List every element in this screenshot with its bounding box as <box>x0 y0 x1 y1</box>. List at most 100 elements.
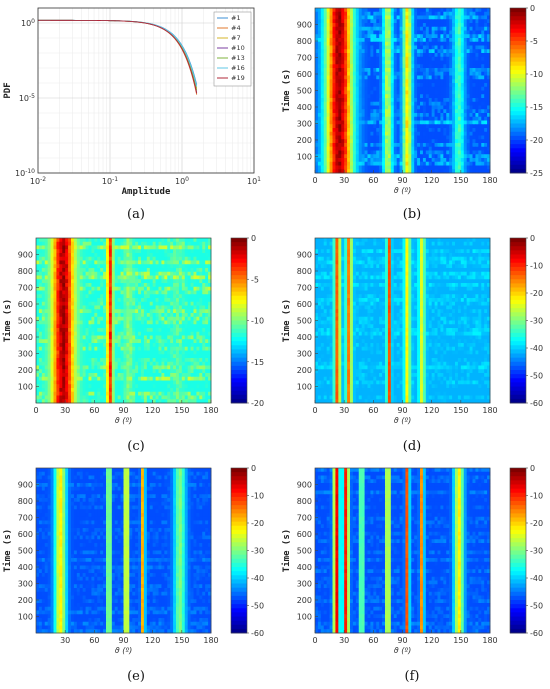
heatmap-cell <box>446 135 450 140</box>
heatmap-cell <box>190 290 194 295</box>
heatmap-cell <box>481 56 485 61</box>
heatmap-cell <box>114 320 119 325</box>
heatmap-cell <box>414 34 418 39</box>
heatmap-cell <box>161 320 165 325</box>
heatmap-cell <box>326 11 330 16</box>
heatmap-cell <box>425 86 430 91</box>
heatmap-cell <box>455 64 459 69</box>
heatmap-cell <box>379 109 383 114</box>
heatmap-cell <box>117 361 121 366</box>
heatmap-cell <box>396 139 400 144</box>
heatmap-cell <box>414 38 418 43</box>
colorbar-step <box>510 24 526 30</box>
heatmap-cell <box>91 343 95 348</box>
heatmap-cell <box>358 124 363 129</box>
heatmap-cell <box>367 75 371 80</box>
heatmap-cell <box>364 71 368 76</box>
heatmap-cell <box>425 146 430 151</box>
heatmap-cell <box>390 11 395 16</box>
heatmap-cell <box>463 83 468 88</box>
heatmap-cell <box>315 94 319 99</box>
heatmap-cell <box>463 128 468 133</box>
heatmap-cell <box>478 101 482 106</box>
heatmap-cell <box>323 101 328 106</box>
heatmap-cell <box>53 241 57 246</box>
heatmap-cell <box>431 98 435 103</box>
heatmap-cell <box>176 283 180 288</box>
heatmap-cell <box>158 358 162 363</box>
heatmap-cell <box>323 109 328 114</box>
heatmap-cell <box>405 113 409 118</box>
heatmap-cell <box>184 309 189 314</box>
heatmap-cell <box>320 116 325 121</box>
heatmap-cell <box>199 279 203 284</box>
heatmap-cell <box>399 94 403 99</box>
heatmap-cell <box>420 8 424 13</box>
heatmap-cell <box>135 365 139 370</box>
heatmap-cell <box>460 60 465 65</box>
heatmap-cell <box>472 120 476 125</box>
heatmap-cell <box>332 49 336 54</box>
heatmap-cell <box>341 75 345 80</box>
heatmap-cell <box>41 335 46 340</box>
heatmap-cell <box>190 256 194 261</box>
heatmap-cell <box>106 365 110 370</box>
heatmap-cell <box>56 313 60 318</box>
heatmap-cell <box>455 56 459 61</box>
heatmap-cell <box>338 19 342 24</box>
y-tick-label: 600 <box>297 70 312 79</box>
heatmap-cell <box>402 38 406 43</box>
heatmap-cell <box>100 279 104 284</box>
heatmap-cell <box>463 60 468 65</box>
heatmap-cell <box>457 8 462 13</box>
colorbar-tick-label: -5 <box>530 37 538 46</box>
heatmap-cell <box>50 313 54 318</box>
heatmap-cell <box>146 358 151 363</box>
heatmap-cell <box>428 169 433 174</box>
heatmap-cell <box>396 131 400 136</box>
heatmap-cell <box>385 113 389 118</box>
colorbar-step <box>510 107 526 112</box>
heatmap-cell <box>452 53 456 58</box>
heatmap-cell <box>173 268 177 273</box>
heatmap-cell <box>396 83 400 88</box>
heatmap-cell <box>472 26 476 31</box>
heatmap-cell <box>376 86 380 91</box>
heatmap-cell <box>460 23 465 28</box>
heatmap-cell <box>208 361 212 366</box>
heatmap-cell <box>478 19 482 24</box>
heatmap-cell <box>393 15 398 20</box>
heatmap-cell <box>361 38 365 43</box>
heatmap-cell <box>425 60 430 65</box>
heatmap-cell <box>411 116 415 121</box>
heatmap-cell <box>196 316 200 321</box>
heatmap-cell <box>73 283 78 288</box>
heatmap-cell <box>385 165 389 170</box>
heatmap-cell <box>393 98 398 103</box>
heatmap-cell <box>56 253 60 258</box>
heatmap-cell <box>47 301 51 306</box>
heatmap-cell <box>390 38 395 43</box>
heatmap-cell <box>466 79 470 84</box>
heatmap-cell <box>108 339 113 344</box>
heatmap-cell <box>184 271 189 276</box>
heatmap-cell <box>323 124 328 129</box>
heatmap-cell <box>481 45 485 50</box>
heatmap-cell <box>443 68 447 73</box>
heatmap-cell <box>361 79 365 84</box>
heatmap-cell <box>361 124 365 129</box>
heatmap-cell <box>481 120 485 125</box>
heatmap-cell <box>38 264 43 269</box>
heatmap-cell <box>387 30 392 35</box>
heatmap-cell <box>62 346 66 351</box>
heatmap-cell <box>466 26 470 31</box>
heatmap-cell <box>85 328 89 333</box>
heatmap-cell <box>317 23 322 28</box>
heatmap-cell <box>390 15 395 20</box>
heatmap-cell <box>335 116 339 121</box>
heatmap-cell <box>405 135 409 140</box>
heatmap-cell <box>123 256 127 261</box>
heatmap-cell <box>68 331 72 336</box>
heatmap-cell <box>326 158 330 163</box>
heatmap-cell <box>475 53 479 58</box>
